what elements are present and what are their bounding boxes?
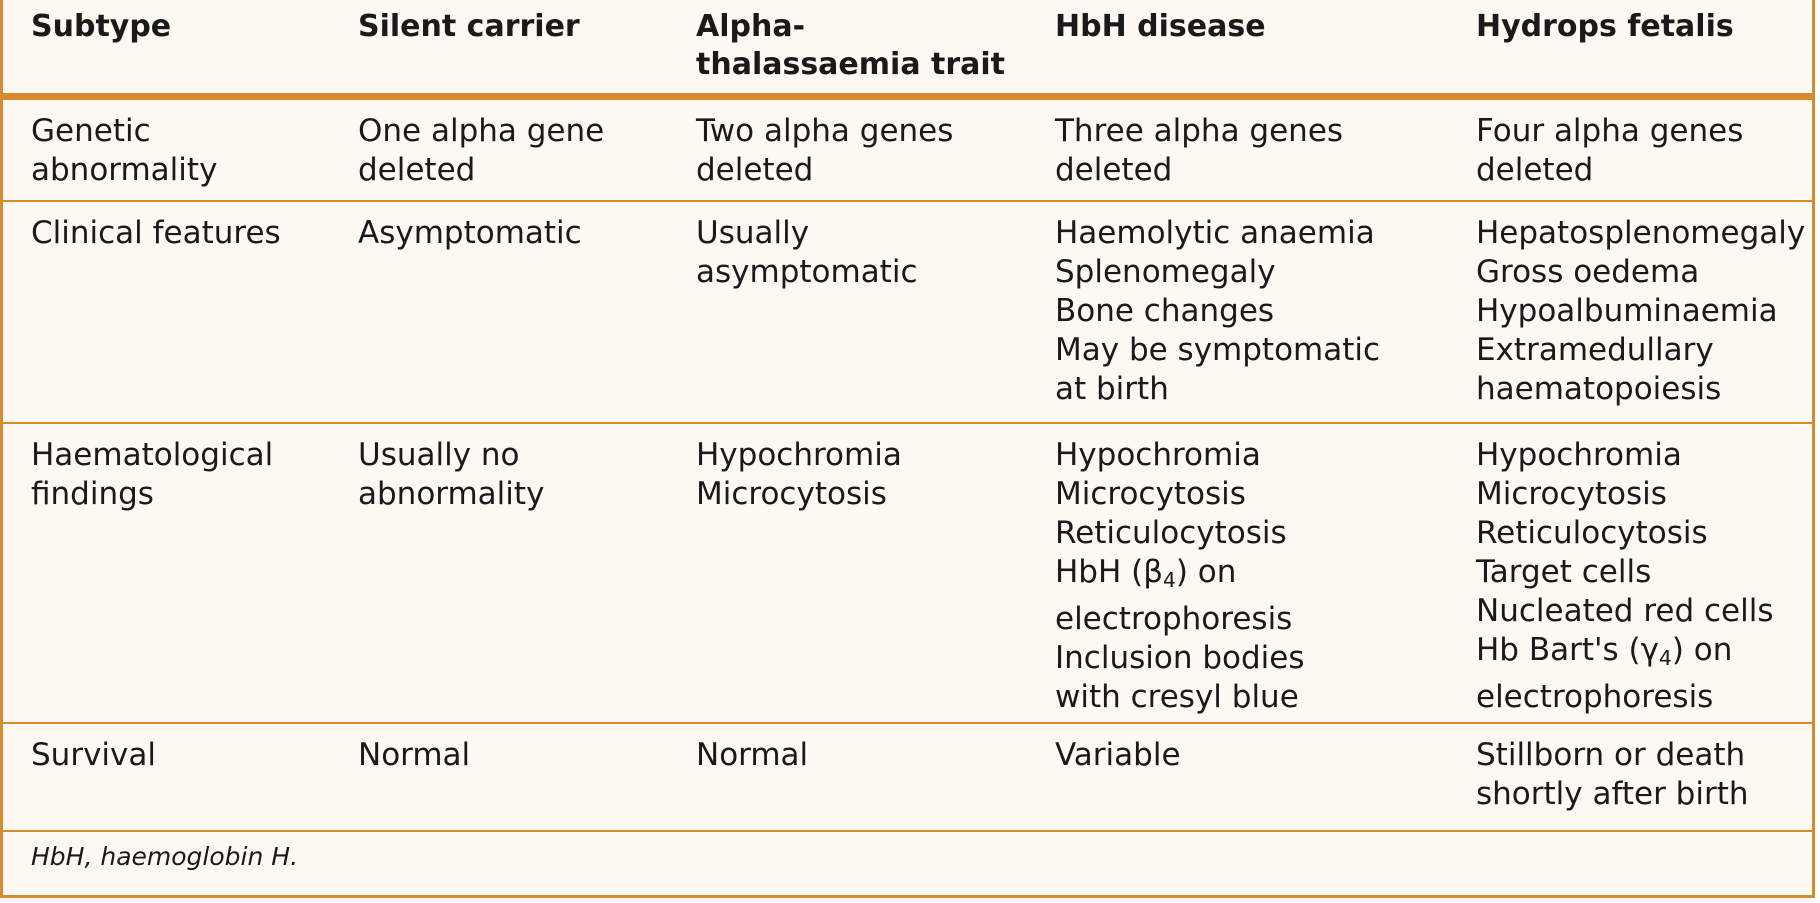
table-footnote: HbH, haemoglobin H. (31, 842, 299, 871)
row-label: Clinical features (31, 215, 281, 251)
table-cell: One alpha gene deleted (358, 113, 605, 188)
table-cell: Asymptomatic (358, 215, 582, 251)
table-header-row: Subtype Silent carrier Alpha- thalassaem… (3, 0, 1812, 100)
table-footnote-row: HbH, haemoglobin H. (3, 832, 1812, 898)
table-cell: Stillborn or death shortly after birth (1476, 737, 1749, 812)
table-cell: Usually no abnormality (358, 437, 545, 512)
header-hydrops-fetalis: Hydrops fetalis (1476, 9, 1734, 44)
table-cell: Normal (696, 737, 809, 773)
row-label: Haematological findings (31, 437, 274, 512)
table-cell: Hepatosplenomegaly Gross oedema Hypoalbu… (1476, 215, 1806, 407)
table-cell: Hypochromia Microcytosis Reticulocytosis… (1476, 437, 1774, 716)
table-cell: Usually asymptomatic (696, 215, 918, 290)
row-label: Survival (31, 737, 156, 773)
table-cell: Four alpha genes deleted (1476, 113, 1744, 188)
table-cell: Variable (1055, 737, 1181, 773)
table-row-survival: Survival Normal Normal Variable Stillbor… (3, 724, 1812, 832)
table-row-clinical-features: Clinical features Asymptomatic Usually a… (3, 202, 1812, 424)
row-label: Genetic abnormality (31, 113, 218, 188)
table-cell: Two alpha genes deleted (696, 113, 954, 188)
header-silent-carrier: Silent carrier (358, 9, 580, 44)
table-cell: Three alpha genes deleted (1055, 113, 1344, 188)
header-alpha-thalassaemia-trait: Alpha- thalassaemia trait (696, 9, 1006, 82)
table-cell: Haemolytic anaemia Splenomegaly Bone cha… (1055, 215, 1381, 407)
table-cell: Normal (358, 737, 471, 773)
table-cell: Hypochromia Microcytosis Reticulocytosis… (1055, 437, 1305, 716)
table-row-genetic-abnormality: Genetic abnormality One alpha gene delet… (3, 100, 1812, 202)
table-row-haematological-findings: Haematological findings Usually no abnor… (3, 424, 1812, 724)
header-subtype: Subtype (31, 9, 172, 44)
header-hbh-disease: HbH disease (1055, 9, 1266, 44)
table-cell: Hypochromia Microcytosis (696, 437, 902, 512)
